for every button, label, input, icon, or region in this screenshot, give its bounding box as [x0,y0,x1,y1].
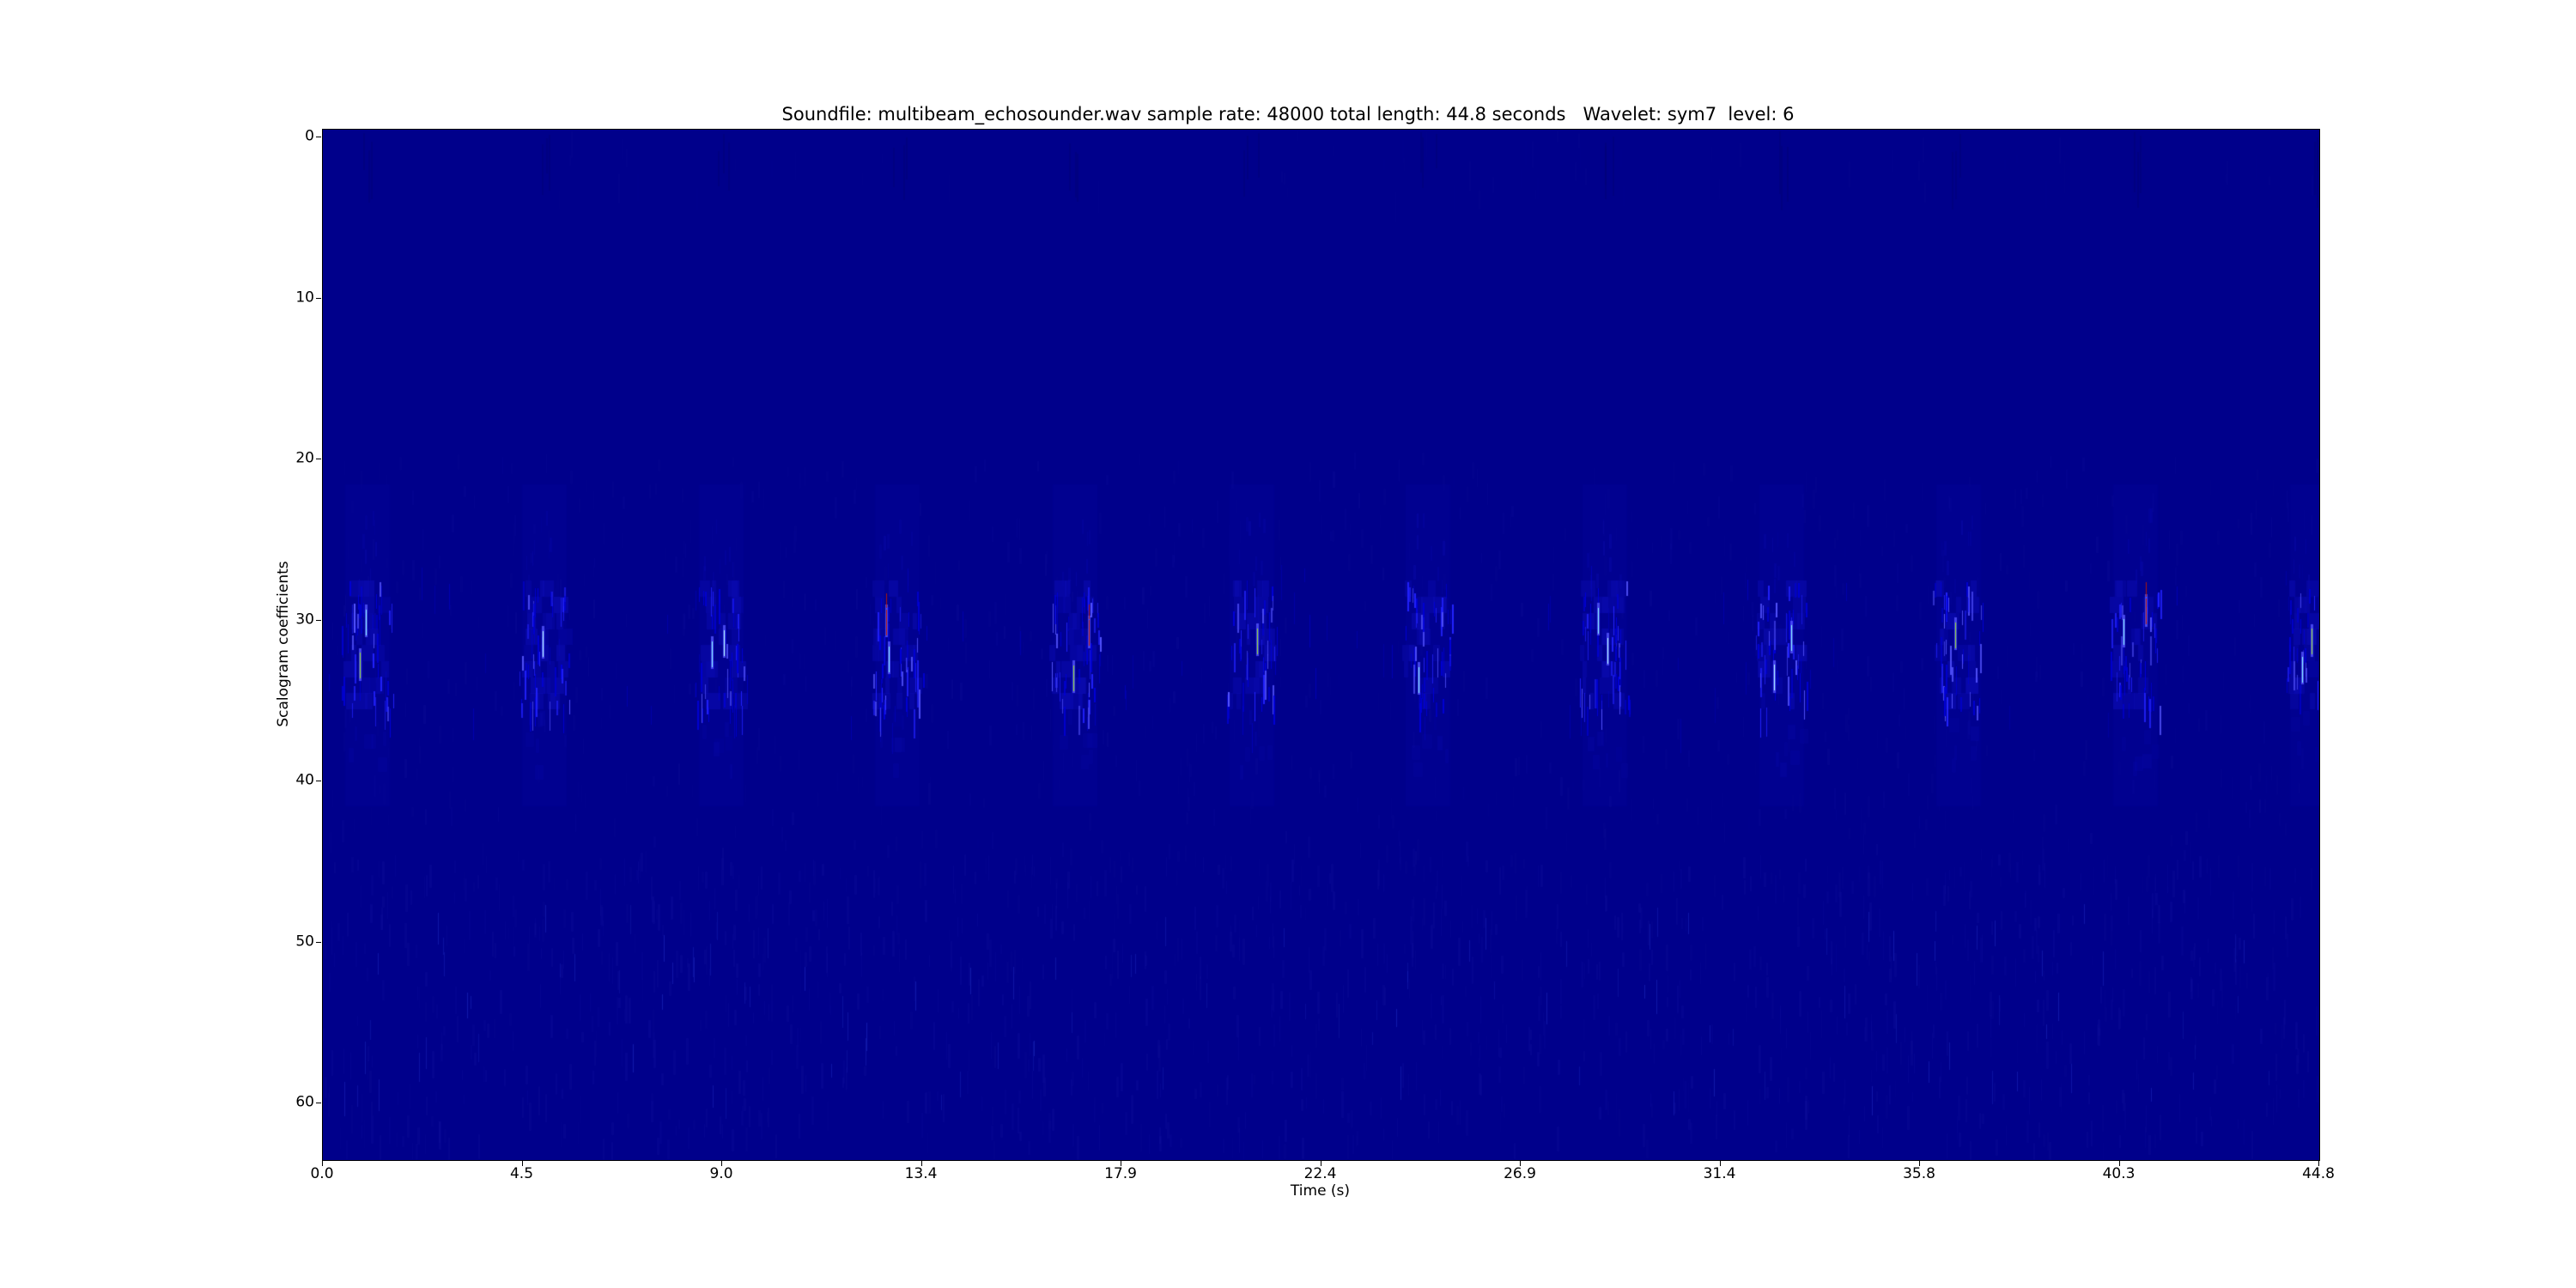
y-tick-label: 0 [305,127,314,145]
x-tick-label: 40.3 [2102,1165,2136,1182]
y-axis-label: Scalogram coefficients [275,561,292,727]
x-tick-label: 44.8 [2302,1165,2335,1182]
x-tick-label: 13.4 [904,1165,938,1182]
y-tick-label: 60 [295,1093,314,1111]
y-tick-label: 30 [295,611,314,629]
x-tick-label: 35.8 [1903,1165,1935,1182]
y-tick-mark [316,619,321,621]
scalogram-heatmap [323,130,2319,1160]
y-tick-label: 40 [295,771,314,789]
x-tick-label: 17.9 [1104,1165,1137,1182]
x-tick-mark [521,1161,523,1166]
x-tick-mark [1719,1161,1721,1166]
x-tick-mark [920,1161,922,1166]
x-tick-mark [721,1161,722,1166]
x-tick-label: 22.4 [1303,1165,1337,1182]
y-tick-mark [316,941,321,943]
x-tick-label: 9.0 [709,1165,733,1182]
y-tick-label: 50 [295,933,314,951]
x-tick-label: 31.4 [1703,1165,1736,1182]
x-tick-mark [1919,1161,1920,1166]
y-tick-label: 20 [295,449,314,467]
x-tick-mark [2118,1161,2120,1166]
x-tick-label: 4.5 [509,1165,534,1182]
x-tick-mark [1520,1161,1521,1166]
plot-area [322,129,2320,1161]
x-axis-label: Time (s) [1290,1182,1351,1200]
x-tick-mark [322,1161,323,1166]
y-tick-label: 10 [295,289,314,307]
figure-title: Soundfile: multibeam_echosounder.wav sam… [781,104,1795,125]
x-tick-label: 0.0 [310,1165,334,1182]
x-tick-label: 26.9 [1504,1165,1536,1182]
y-tick-mark [316,297,321,299]
x-tick-mark [2318,1161,2319,1166]
